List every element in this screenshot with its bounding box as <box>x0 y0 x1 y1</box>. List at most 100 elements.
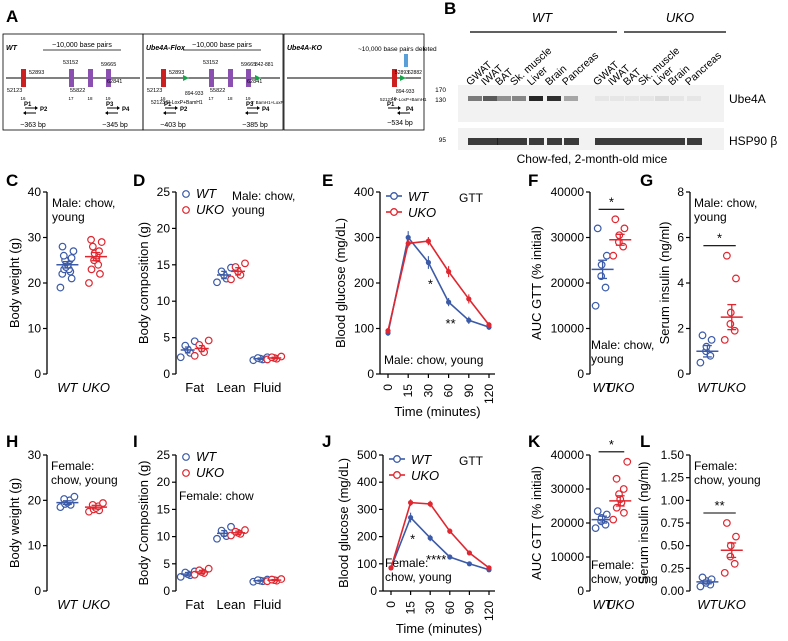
x-tick-label: 120 <box>482 601 496 621</box>
primer-label: P2 <box>40 107 48 113</box>
x-tick-label: WT <box>592 597 613 612</box>
annotation-text: young <box>52 210 85 224</box>
data-point <box>67 274 76 283</box>
y-tick-label: 0 <box>163 584 170 598</box>
data-point <box>99 499 107 507</box>
band-ube4a <box>529 96 543 101</box>
y-tick-label: 300 <box>357 502 377 516</box>
primer-label: P4 <box>406 107 414 113</box>
y-tick-label: 15 <box>157 258 171 272</box>
annotation-text: Male: chow, <box>52 196 115 210</box>
primer-arrowhead <box>245 111 248 115</box>
x-tick-label: 90 <box>462 384 476 398</box>
primer-arrowhead <box>117 106 120 110</box>
primer-arrowhead <box>175 106 178 110</box>
primer-label: P1 <box>387 102 395 108</box>
data-point <box>408 514 414 521</box>
band-hsp90 <box>468 138 483 145</box>
y-tick-label: 30 <box>28 448 42 462</box>
x-tick-label: UKO <box>606 597 634 612</box>
primer-arrowhead <box>163 111 166 115</box>
annotation-text: chow, young <box>51 473 118 487</box>
y-tick-label: 20 <box>157 221 171 235</box>
data-point <box>227 275 235 284</box>
data-point <box>204 564 213 573</box>
y-tick-label: 1.00 <box>661 493 685 507</box>
span-label: ~10,000 base pairs deleted <box>358 46 437 53</box>
y-tick-label: 10 <box>28 539 42 553</box>
data-point <box>176 353 185 362</box>
data-point <box>466 550 472 556</box>
x-tick-label: 120 <box>482 384 496 404</box>
y-tick-label: 0.75 <box>661 516 685 530</box>
x-tick-label: 0 <box>384 601 398 608</box>
data-point <box>190 351 199 360</box>
primer-label: P3 <box>246 102 254 108</box>
legend-marker <box>393 455 401 463</box>
panel-letter-A: A <box>6 7 18 26</box>
x-tick-label: Fluid <box>253 380 281 395</box>
band-hsp90 <box>625 138 640 145</box>
protein-label: HSP90 β <box>729 134 777 148</box>
y-tick-label: 0 <box>367 367 374 381</box>
data-point <box>486 565 492 571</box>
band-hsp90 <box>564 138 579 145</box>
data-point <box>231 263 240 271</box>
y-tick-label: 400 <box>354 185 374 199</box>
primer-label: P1 <box>164 102 172 108</box>
protein-label: Ube4A <box>729 92 766 106</box>
gene-map-flox: Ube4A-Flox ~10,000 base pairs 16 17 18 19 5289… <box>142 33 284 131</box>
band-ube4a <box>595 96 609 101</box>
exon-number: 18 <box>227 96 233 101</box>
legend-marker <box>182 453 190 461</box>
y-tick-label: 0 <box>577 584 584 598</box>
panel-letter-E: E <box>322 171 333 190</box>
y-tick-label: 10 <box>157 530 171 544</box>
blot-ube4a <box>458 85 724 122</box>
gene-map-frame <box>283 33 425 131</box>
legend-label: WT <box>196 449 217 464</box>
data-point <box>227 522 235 531</box>
y-tick-label: 5 <box>163 331 170 345</box>
product-size: ~345 bp <box>102 122 128 129</box>
exon-number: 16 <box>160 96 166 101</box>
position-label: 53152 <box>63 60 78 66</box>
band-hsp90 <box>610 138 625 145</box>
y-axis-title: Body composition (g) <box>136 222 151 344</box>
data-point <box>609 515 618 524</box>
exon-number: 19 <box>245 96 251 101</box>
data-point <box>726 308 735 317</box>
series-line <box>390 516 490 571</box>
annotation-text: young <box>232 203 265 217</box>
band-ube4a <box>547 96 561 101</box>
panel-letter-F: F <box>528 171 538 190</box>
x-tick-label: WT <box>57 380 78 395</box>
x-tick-label: 90 <box>462 601 476 615</box>
significance-label: ** <box>446 316 456 331</box>
x-tick-label: 60 <box>442 384 456 398</box>
band-hsp90 <box>670 138 685 145</box>
band-ube4a <box>625 96 639 101</box>
loxp-label: 52123 5'-LoxP+BamH1 <box>151 100 203 106</box>
data-point <box>67 254 76 262</box>
legend-marker <box>182 469 190 477</box>
data-point <box>204 336 213 345</box>
data-point <box>425 238 431 244</box>
exon-number: 16 <box>391 96 397 101</box>
data-point <box>601 283 610 292</box>
primer-label: P3 <box>106 102 114 108</box>
y-axis-title: AUC GTT (% initial) <box>529 466 544 580</box>
exon-number: 19 <box>105 96 111 101</box>
y-tick-label: 0 <box>163 367 170 381</box>
exon-number: 16 <box>20 96 26 101</box>
data-point <box>698 331 707 340</box>
band-ube4a <box>497 96 511 101</box>
y-tick-label: 1.25 <box>661 471 685 485</box>
data-point <box>486 322 492 328</box>
data-point <box>385 328 391 334</box>
data-point <box>277 575 286 583</box>
x-tick-label: 60 <box>443 601 457 615</box>
data-point <box>593 507 602 516</box>
x-tick-label: WT <box>697 380 718 395</box>
data-point <box>593 224 602 233</box>
